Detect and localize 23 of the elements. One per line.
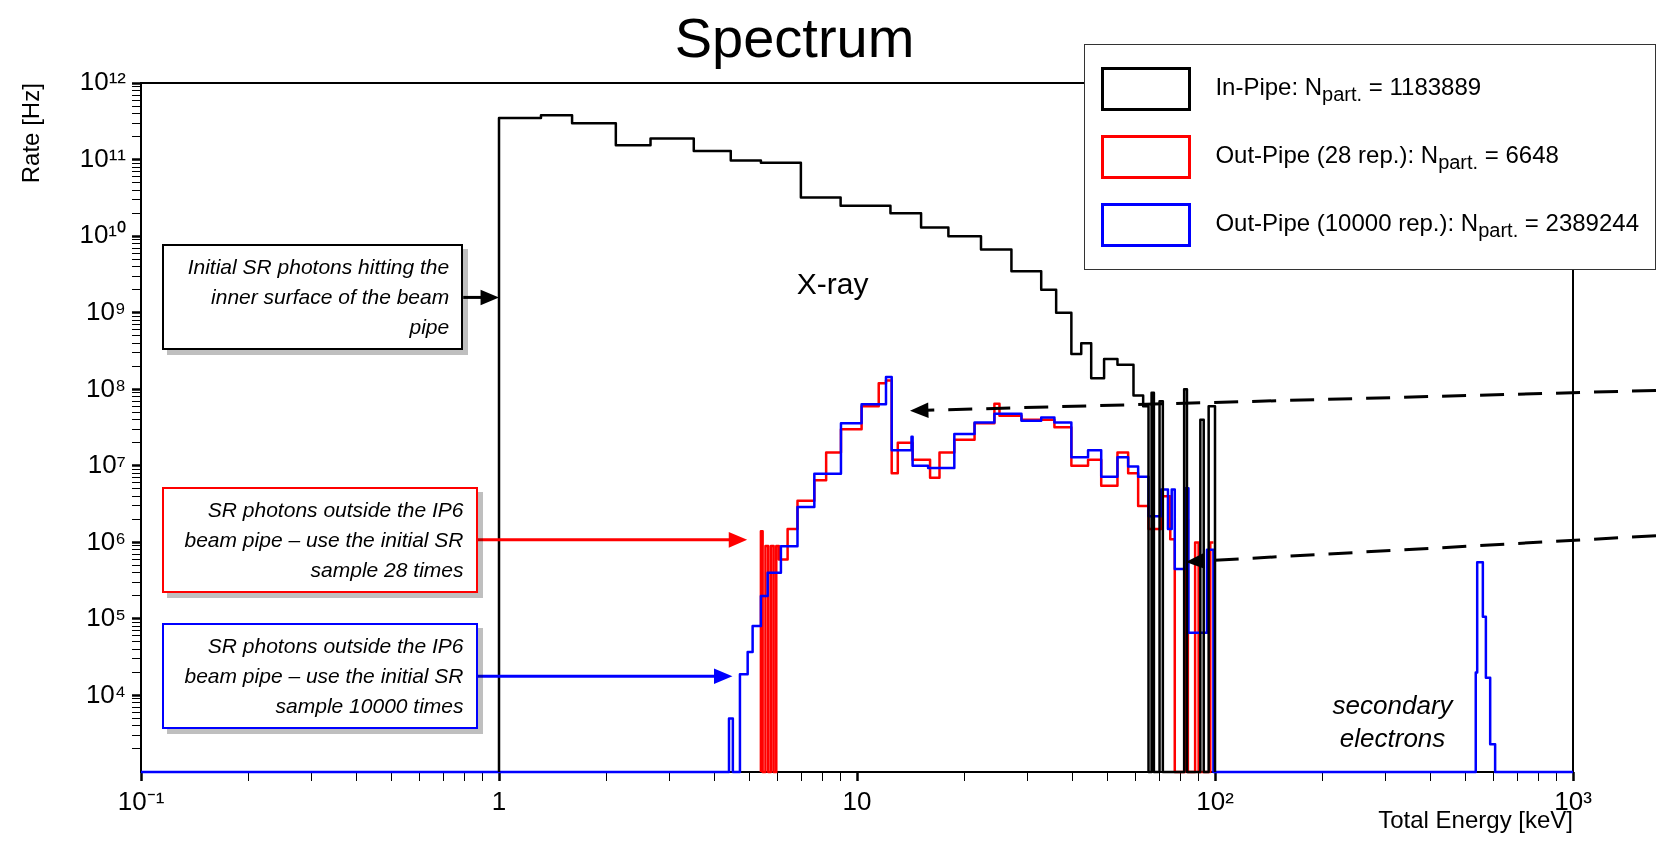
x-tick-label: 10² (1196, 785, 1235, 816)
annotation: secondary electrons (1331, 688, 1455, 754)
legend-label: In-Pipe: N$_{part.}$ = 1183889 (1215, 72, 1482, 106)
annotation: X-ray (796, 266, 869, 303)
x-tick-label: 10⁻¹ (117, 785, 165, 816)
y-tick-label: 10⁷ (87, 449, 126, 480)
x-tick-label: 1 (491, 785, 507, 816)
y-tick-label: 10¹⁰ (79, 219, 126, 250)
y-tick-label: 10¹¹ (79, 142, 127, 173)
y-tick-label: 10⁴ (85, 678, 126, 709)
y-tick-label: 10⁹ (85, 295, 126, 326)
y-axis-title: Rate [Hz] (17, 83, 45, 184)
legend-label: Out-Pipe (10000 rep.): N$_{part.}$ = 2389244 (1215, 208, 1639, 242)
legend-label: Out-Pipe (28 rep.): N$_{part.}$ = 6648 (1215, 140, 1559, 174)
y-tick-label: 10⁶ (86, 525, 126, 556)
annotation: Initial SR photons hitting the inner surface of the beam pipe (162, 244, 464, 351)
annotation: SR photons outside the IP6 beam pipe – use the initial SR sample 28 times (162, 486, 478, 593)
y-tick-label: 10⁸ (86, 372, 126, 403)
chart-title: Spectrum (674, 6, 915, 70)
x-tick-label: 10 (842, 785, 872, 816)
y-tick-label: 10⁵ (86, 602, 126, 633)
y-tick-label: 10¹² (79, 66, 127, 97)
annotation: SR photons outside the IP6 beam pipe – use the initial SR sample 10000 times (162, 623, 478, 730)
